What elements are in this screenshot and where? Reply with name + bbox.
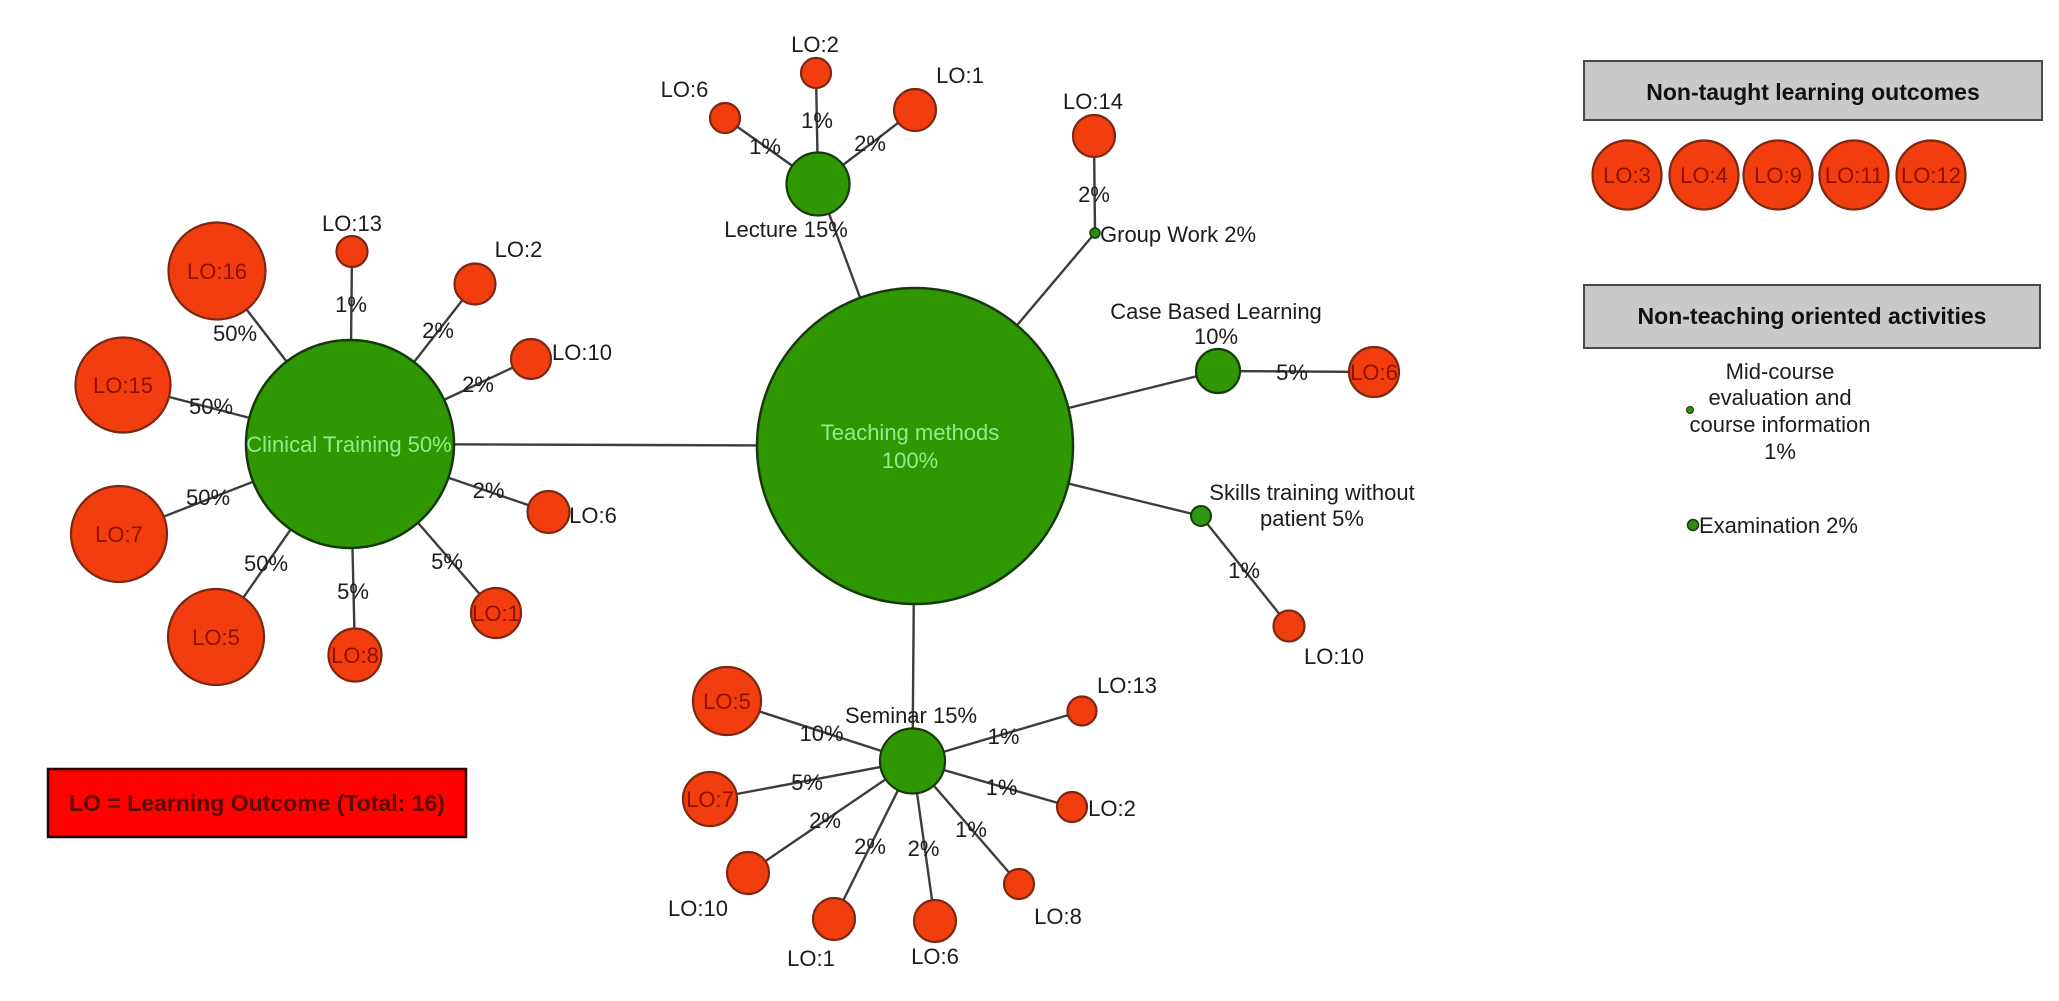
svg-text:Clinical Training 50%: Clinical Training 50% xyxy=(246,432,451,457)
svg-text:1%: 1% xyxy=(335,292,367,317)
svg-text:LO:10: LO:10 xyxy=(552,340,612,365)
svg-text:LO:7: LO:7 xyxy=(686,787,734,812)
svg-text:LO:2: LO:2 xyxy=(1088,796,1136,821)
svg-text:Non-taught learning outcomes: Non-taught learning outcomes xyxy=(1646,79,1980,105)
svg-text:LO:4: LO:4 xyxy=(1680,163,1728,188)
svg-text:Lecture 15%: Lecture 15% xyxy=(724,217,848,242)
svg-text:LO:1: LO:1 xyxy=(936,63,984,88)
svg-text:5%: 5% xyxy=(431,549,463,574)
svg-text:Examination 2%: Examination 2% xyxy=(1699,513,1858,538)
svg-text:Case Based Learning: Case Based Learning xyxy=(1110,299,1322,324)
svg-text:LO = Learning Outcome (Total:: LO = Learning Outcome (Total: 16) xyxy=(69,790,445,816)
svg-text:LO:2: LO:2 xyxy=(791,32,839,57)
svg-text:LO:13: LO:13 xyxy=(322,211,382,236)
svg-text:2%: 2% xyxy=(473,478,505,503)
svg-text:course information: course information xyxy=(1690,412,1871,437)
svg-text:2%: 2% xyxy=(422,318,454,343)
svg-text:evaluation and: evaluation and xyxy=(1708,385,1851,410)
svg-text:LO:6: LO:6 xyxy=(911,944,959,969)
svg-text:LO:5: LO:5 xyxy=(192,625,240,650)
svg-text:LO:6: LO:6 xyxy=(569,503,617,528)
svg-text:LO:14: LO:14 xyxy=(1063,89,1123,114)
svg-text:1%: 1% xyxy=(1764,439,1796,464)
svg-text:50%: 50% xyxy=(213,321,257,346)
svg-text:Teaching methods: Teaching methods xyxy=(821,420,1000,445)
svg-text:1%: 1% xyxy=(749,134,781,159)
svg-text:5%: 5% xyxy=(791,770,823,795)
svg-text:patient 5%: patient 5% xyxy=(1260,506,1364,531)
svg-text:Seminar 15%: Seminar 15% xyxy=(845,703,977,728)
svg-text:LO:6: LO:6 xyxy=(1350,360,1398,385)
svg-text:LO:13: LO:13 xyxy=(1097,673,1157,698)
svg-text:Group Work 2%: Group Work 2% xyxy=(1100,222,1256,247)
svg-text:50%: 50% xyxy=(186,485,230,510)
svg-text:2%: 2% xyxy=(854,131,886,156)
svg-text:LO:11: LO:11 xyxy=(1825,163,1883,188)
svg-text:1%: 1% xyxy=(988,724,1020,749)
svg-text:Skills training without: Skills training without xyxy=(1209,480,1414,505)
svg-text:LO:10: LO:10 xyxy=(668,896,728,921)
svg-text:2%: 2% xyxy=(1078,182,1110,207)
svg-text:LO:6: LO:6 xyxy=(661,77,709,102)
svg-text:Mid-course: Mid-course xyxy=(1726,359,1835,384)
svg-text:LO:12: LO:12 xyxy=(1901,163,1961,188)
svg-text:LO:3: LO:3 xyxy=(1603,163,1651,188)
svg-text:2%: 2% xyxy=(462,372,494,397)
svg-text:LO:16: LO:16 xyxy=(187,259,247,284)
svg-text:10%: 10% xyxy=(1194,324,1238,349)
svg-text:LO:2: LO:2 xyxy=(495,237,543,262)
svg-text:10%: 10% xyxy=(799,721,843,746)
svg-text:LO:10: LO:10 xyxy=(1304,644,1364,669)
svg-text:LO:5: LO:5 xyxy=(703,689,751,714)
svg-text:LO:15: LO:15 xyxy=(93,373,153,398)
svg-text:5%: 5% xyxy=(337,579,369,604)
svg-text:1%: 1% xyxy=(986,775,1018,800)
svg-text:5%: 5% xyxy=(1276,360,1308,385)
svg-text:LO:8: LO:8 xyxy=(1034,904,1082,929)
svg-text:2%: 2% xyxy=(854,834,886,859)
svg-text:100%: 100% xyxy=(882,448,938,473)
svg-text:LO:1: LO:1 xyxy=(787,946,835,971)
svg-text:LO:9: LO:9 xyxy=(1754,163,1802,188)
svg-text:LO:1: LO:1 xyxy=(472,601,520,626)
svg-text:LO:7: LO:7 xyxy=(95,522,143,547)
svg-text:1%: 1% xyxy=(955,817,987,842)
svg-text:50%: 50% xyxy=(189,394,233,419)
svg-text:2%: 2% xyxy=(809,808,841,833)
svg-text:2%: 2% xyxy=(908,836,940,861)
svg-text:LO:8: LO:8 xyxy=(331,643,379,668)
svg-text:Non-teaching oriented activiti: Non-teaching oriented activities xyxy=(1638,303,1987,329)
svg-text:1%: 1% xyxy=(801,108,833,133)
svg-text:1%: 1% xyxy=(1228,558,1260,583)
svg-text:50%: 50% xyxy=(244,551,288,576)
